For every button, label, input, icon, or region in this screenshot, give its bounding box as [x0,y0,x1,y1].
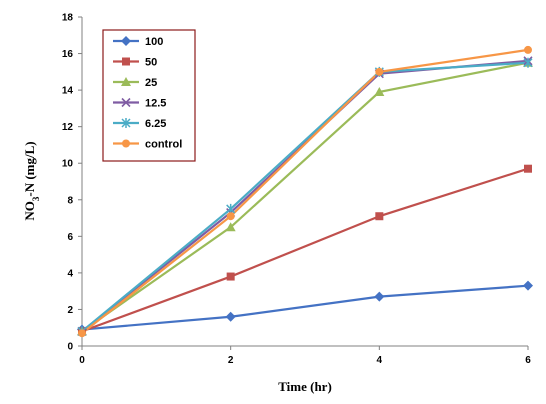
data-point-100 [374,291,385,302]
data-point-25 [374,86,385,96]
legend: 100 50 25 12.5 6.25 control [102,29,196,162]
legend-marker-100 [121,36,131,46]
data-point-25 [225,222,236,232]
x-tick-label: 2 [228,355,234,366]
y-tick-label: 12 [62,122,74,133]
legend-marker-25 [121,77,131,86]
series-line-6.25 [81,61,529,333]
legend-label: control [145,139,182,151]
legend-box [102,29,196,162]
legend-label: 6.25 [145,118,166,130]
data-point-50 [524,164,532,173]
y-ticks: 0 2 4 6 8 10 12 14 16 18 [62,13,82,353]
x-tick-label: 0 [79,355,85,366]
legend-marker-50 [122,57,130,66]
y-axis-title: NO3-N (mg/L) [22,141,41,220]
y-tick-label: 8 [67,195,73,206]
x-ticks: 0 2 4 6 [79,346,531,366]
legend-label: 12.5 [145,98,166,110]
y-tick-label: 18 [62,13,74,24]
series-lines [81,48,529,335]
data-point-control [524,45,532,54]
y-tick-label: 2 [67,305,73,316]
y-tick-label: 6 [67,232,73,243]
plot-area: 0 2 4 6 8 10 12 14 16 18 0 2 4 6 [62,13,533,366]
legend-marker-12.5 [121,97,131,108]
x-tick-label: 4 [377,355,383,366]
x-axis-title: Time (hr) [278,379,332,394]
series-line-25 [81,61,529,333]
legend-label: 50 [145,57,157,69]
data-point-control [226,212,235,221]
legend-marker-6.25 [121,118,131,128]
y-tick-label: 10 [62,159,74,170]
data-point-50 [375,212,384,221]
legend-label: 25 [145,77,157,89]
y-tick-label: 4 [67,268,73,279]
data-point-100 [225,311,236,322]
legend-items: 100 50 25 12.5 6.25 control [113,36,182,151]
series-markers [77,45,533,338]
data-point-100 [523,280,533,291]
y-tick-label: 14 [62,86,74,97]
series-line-50 [81,167,529,333]
data-point-control [375,67,384,76]
x-tick-label: 6 [525,355,531,366]
series-line-100 [81,284,529,331]
y-tick-label: 16 [62,49,74,60]
data-point-50 [226,272,235,281]
legend-marker-control [122,139,130,148]
data-point-6.25 [523,57,533,68]
series-line-control [81,48,529,335]
legend-label: 100 [145,36,163,48]
data-point-control [78,329,86,338]
y-tick-label: 0 [67,342,73,353]
